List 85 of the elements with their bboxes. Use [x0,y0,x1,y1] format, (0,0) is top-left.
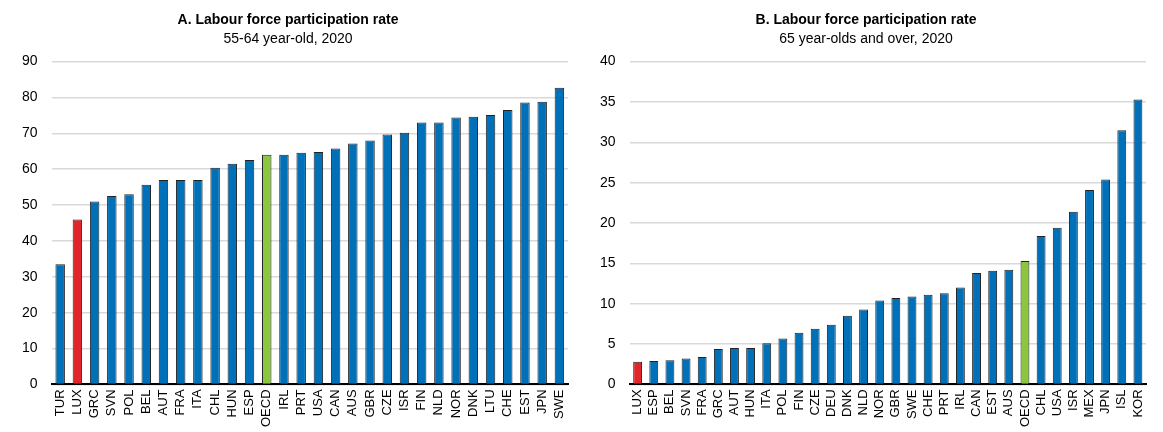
x-tick-label: KOR [1129,389,1145,418]
y-tick-label: 30 [599,133,616,150]
x-tick-label: TUR [51,389,67,417]
chart-subtitle: 55-64 year-old, 2020 [223,30,353,47]
x-tick-label: FIN [413,389,429,411]
x-tick-label: HUN [742,389,758,418]
x-tick-label: USA [309,389,325,417]
x-tick-label: SVN [677,389,693,417]
x-tick-label: MEX [1081,389,1097,418]
y-tick-label: 5 [607,334,616,351]
x-tick-label: AUS [1000,389,1016,417]
x-tick-label: ITA [758,389,774,409]
x-tick-label: DNK [839,389,855,417]
x-tick-label: ESP [645,389,661,416]
x-tick-label: GRC [709,389,725,419]
x-tick-label: LUX [68,389,84,415]
x-tick-label: GBR [887,389,903,418]
x-tick-label: DNK [464,389,480,417]
x-tick-label: OECD [258,389,274,427]
chart-title: A. Labour force participation rate [177,11,399,28]
y-tick-label: 20 [599,213,616,230]
x-tick-label: POL [120,389,136,416]
x-tick-label: ISR [396,389,412,412]
x-tick-label: ISL [1113,389,1129,409]
x-tick-label: CHL [206,389,222,416]
y-tick-label: 30 [21,267,38,284]
x-tick-label: GRC [86,389,102,419]
y-tick-label: 40 [599,52,616,69]
x-tick-label: EST [516,389,532,415]
x-tick-label: NLD [430,389,446,416]
y-tick-label: 50 [21,195,38,212]
x-tick-label: NOR [447,389,463,419]
x-tick-label: NLD [855,389,871,416]
x-tick-label: CHE [499,389,515,417]
x-tick-label: ESP [241,389,257,416]
x-tick-label: AUT [726,389,742,416]
x-tick-label: SVN [103,389,119,417]
x-tick-label: CHE [919,389,935,417]
x-tick-label: SWE [550,389,566,420]
x-tick-label: GBR [361,389,377,418]
x-tick-label: IRL [951,389,967,410]
x-tick-label: NOR [871,389,887,419]
x-tick-label: BEL [661,389,677,415]
x-tick-label: ITA [189,389,205,409]
y-tick-label: 10 [21,339,38,356]
y-tick-label: 35 [599,92,616,109]
x-tick-label: EST [984,389,1000,415]
x-tick-label: SWE [903,389,919,420]
y-tick-label: 40 [21,231,38,248]
x-tick-label: LUX [629,389,645,415]
x-tick-label: POL [774,389,790,416]
y-tick-label: 70 [21,124,38,141]
x-tick-label: CAN [968,389,984,417]
x-tick-label: FRA [693,389,709,416]
y-tick-label: 80 [21,88,38,105]
y-tick-label: 90 [21,52,38,69]
y-tick-label: 0 [29,375,38,392]
x-tick-label: DEU [822,389,838,417]
x-tick-label: HUN [223,389,239,418]
y-tick-label: 10 [599,294,616,311]
x-tick-label: USA [1048,389,1064,417]
x-tick-label: AUT [155,389,171,416]
x-tick-label: CHL [1032,389,1048,416]
y-tick-label: 60 [21,160,38,177]
y-tick-label: 25 [599,173,616,190]
x-tick-label: AUS [344,389,360,417]
y-tick-label: 20 [21,303,38,320]
x-tick-label: PRT [292,389,308,416]
y-tick-label: 0 [607,375,616,392]
x-tick-label: PRT [935,389,951,416]
x-tick-label: CAN [327,389,343,417]
x-tick-label: LTU [482,389,498,414]
x-tick-label: CZE [378,389,394,416]
x-tick-label: JPN [533,389,549,414]
x-tick-label: BEL [137,389,153,415]
chart-title: B. Labour force participation rate [755,11,977,28]
x-tick-label: ISR [1064,389,1080,412]
y-tick-label: 15 [599,254,616,271]
x-tick-label: JPN [1097,389,1113,414]
x-tick-label: CZE [806,389,822,416]
chart-subtitle: 65 year-olds and over, 2020 [779,30,953,47]
x-tick-label: FIN [790,389,806,411]
x-tick-label: FRA [172,389,188,416]
x-tick-label: OECD [1016,389,1032,427]
x-tick-label: IRL [275,389,291,410]
